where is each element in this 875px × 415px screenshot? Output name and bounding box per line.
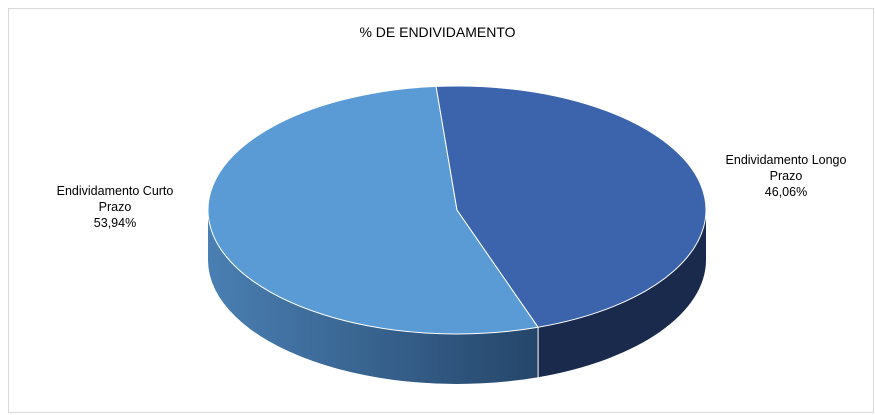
chart-title: % DE ENDIVIDAMENTO: [359, 24, 516, 40]
pie-slice-curto: [207, 85, 539, 335]
pie-slice-longo: [435, 85, 707, 328]
slice-label-longo-name-1: Endividamento Longo: [725, 153, 847, 167]
slice-label-curto-name-1: Endividamento Curto: [56, 184, 174, 198]
slice-label-longo-name-2: Prazo: [769, 169, 803, 183]
slice-label-curto-percent: 53,94%: [93, 216, 137, 230]
slice-label-longo: Endividamento Longo Prazo 46,06%: [706, 152, 866, 200]
pie-side-curto: [208, 210, 539, 384]
slice-label-curto: Endividamento Curto Prazo 53,94%: [40, 183, 190, 231]
pie-side-longo: [538, 210, 706, 378]
slice-label-curto-name-2: Prazo: [98, 200, 132, 214]
slice-label-longo-percent: 46,06%: [764, 185, 808, 199]
